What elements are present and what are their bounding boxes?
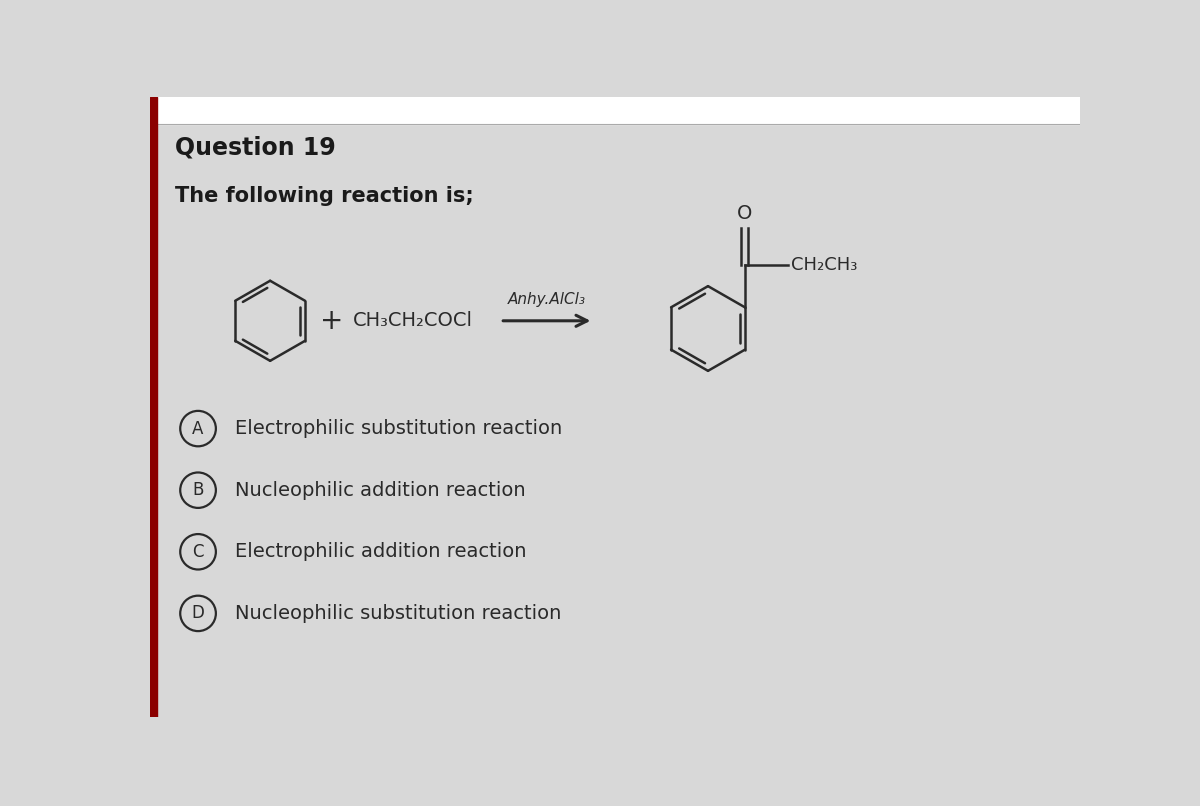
Text: CH₃CH₂COCl: CH₃CH₂COCl: [353, 311, 473, 330]
Text: Nucleophilic addition reaction: Nucleophilic addition reaction: [235, 480, 526, 500]
Text: D: D: [192, 604, 204, 622]
Text: Electrophilic addition reaction: Electrophilic addition reaction: [235, 542, 527, 561]
Text: The following reaction is;: The following reaction is;: [175, 186, 474, 206]
Text: Nucleophilic substitution reaction: Nucleophilic substitution reaction: [235, 604, 562, 623]
Text: A: A: [192, 420, 204, 438]
Text: Electrophilic substitution reaction: Electrophilic substitution reaction: [235, 419, 563, 438]
Bar: [150, 97, 157, 717]
Text: Question 19: Question 19: [175, 136, 336, 160]
Text: C: C: [192, 542, 204, 561]
Text: CH₂CH₃: CH₂CH₃: [791, 256, 857, 274]
Text: Anhy.AlCl₃: Anhy.AlCl₃: [508, 292, 586, 307]
Bar: [150, 97, 1080, 124]
Text: +: +: [320, 307, 344, 334]
Text: B: B: [192, 481, 204, 499]
Text: O: O: [737, 205, 752, 223]
